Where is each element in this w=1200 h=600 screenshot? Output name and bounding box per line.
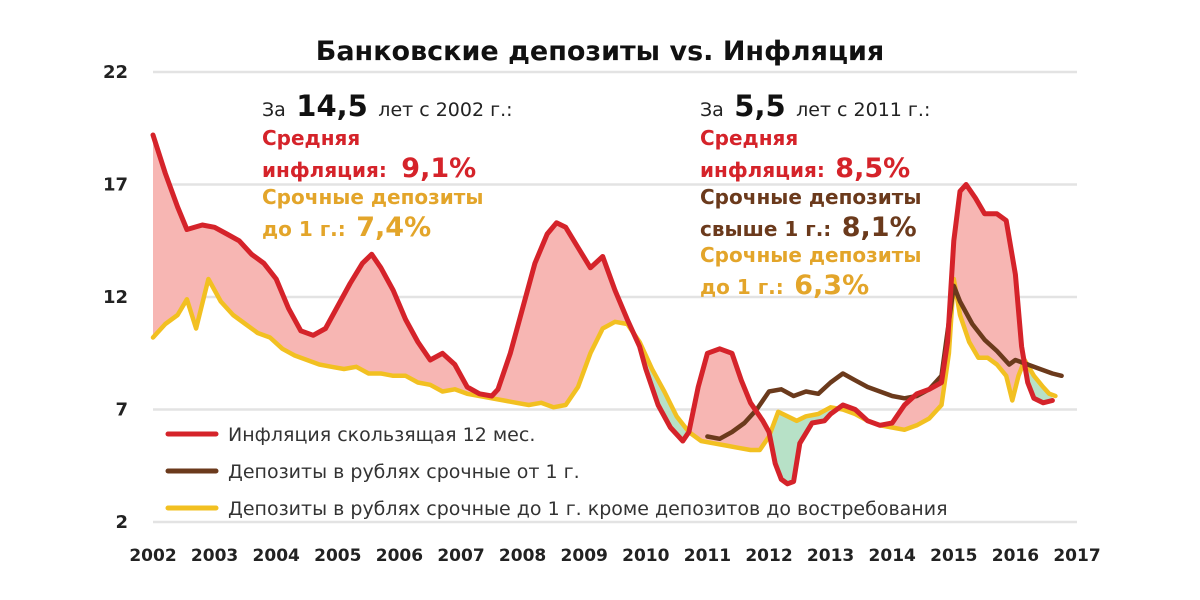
x-tick-label: 2007 [437,546,484,566]
annotation-left-avg: Средняя [262,126,360,150]
y-tick-label: 22 [103,62,128,83]
x-tick-label: 2013 [807,546,854,566]
x-tick-label: 2015 [930,546,977,566]
legend-label-long-deposits: Депозиты в рублях срочные от 1 г. [228,461,580,483]
x-tick-label: 2005 [314,546,361,566]
x-tick-label: 2016 [992,546,1039,566]
x-tick-label: 2002 [129,546,176,566]
annotation-left: За 14,5 лет с 2002 г.: Средняя инфляция:… [262,89,513,243]
annotation-right-inflation-value: 8,5% [835,153,910,184]
annotation-left-since: лет с 2002 г.: [378,99,512,121]
annotation-right-short-deposits-label: до 1 г.: [700,275,784,299]
x-tick-label: 2009 [561,546,608,566]
x-tick-label: 2011 [684,546,731,566]
chart-title: Банковские депозиты vs. Инфляция [316,36,885,67]
legend-label-short-deposits: Депозиты в рублях срочные до 1 г. кроме … [228,498,948,520]
annotation-left-deposits-label: до 1 г.: [262,217,346,241]
x-tick-label: 2014 [869,546,916,566]
annotation-left-prefix: За [262,99,286,121]
annotation-right-short-deposits: Срочные депозиты [700,243,921,267]
inflation-gap-fill [153,135,635,408]
annotation-right: За 5,5 лет с 2011 г.: Средняя инфляция: … [700,89,930,301]
annotation-left-deposits-value: 7,4% [356,212,431,243]
inflation-line [150,132,1055,487]
inflation-gap-fill [689,348,770,450]
annotation-left-deposits: Срочные депозиты [262,185,483,209]
annotation-right-years: 5,5 [734,89,785,123]
y-tick-label: 12 [103,287,128,308]
annotation-right-long-deposits-value: 8,1% [842,212,917,243]
y-tick-label: 7 [115,400,128,421]
svg-text:инфляция: 9,1%: инфляция: 9,1% [262,153,476,184]
svg-text:За 5,5 лет с 2011: За 5,5 лет с 2011 г.: [700,89,930,123]
legend-label-inflation: Инфляция скользящая 12 мес. [228,424,535,446]
svg-text:до 1 г.: 6,3%: до 1 г.: 6,3% [700,270,869,301]
inflation-gap-fill [838,184,1025,430]
svg-text:свыше 1 г.: 8,1%: свыше 1 г.: 8,1% [700,212,917,243]
legend: Инфляция скользящая 12 мес. Депозиты в р… [165,424,948,520]
y-tick-label: 2 [115,512,128,533]
x-axis: 2002 2003 2004 2005 2006 2007 2008 2009 2010 2011… [129,546,1100,566]
annotation-right-long-deposits: Срочные депозиты [700,185,921,209]
annotation-right-long-deposits-label: свыше 1 г.: [700,217,831,241]
svg-text:инфляция: 8,5%: инфляция: 8,5% [700,153,910,184]
annotation-left-inflation-value: 9,1% [401,153,476,184]
x-tick-label: 2017 [1053,546,1100,566]
svg-text:до 1 г.: 7,4%: до 1 г.: 7,4% [262,212,431,243]
series-lines [150,132,1064,487]
x-tick-label: 2003 [191,546,238,566]
annotation-left-years: 14,5 [296,89,368,123]
annotation-left-inflation-label: инфляция: [262,158,387,182]
x-tick-label: 2010 [622,546,669,566]
annotation-right-short-deposits-value: 6,3% [794,270,869,301]
y-axis: 22 17 12 7 2 [103,62,128,533]
annotation-right-prefix: За [700,99,724,121]
svg-text:За 14,5 лет с 2002: За 14,5 лет с 2002 г.: [262,89,513,123]
x-tick-label: 2008 [499,546,546,566]
y-tick-label: 17 [103,175,128,196]
annotation-right-since: лет с 2011 г.: [796,99,930,121]
x-tick-label: 2006 [376,546,423,566]
annotation-right-inflation-label: инфляция: [700,158,825,182]
long-deposits-line [705,283,1064,442]
deposit-gap-fill [769,407,839,484]
annotation-right-avg: Средняя [700,126,798,150]
x-tick-label: 2012 [745,546,792,566]
x-tick-label: 2004 [253,546,300,566]
